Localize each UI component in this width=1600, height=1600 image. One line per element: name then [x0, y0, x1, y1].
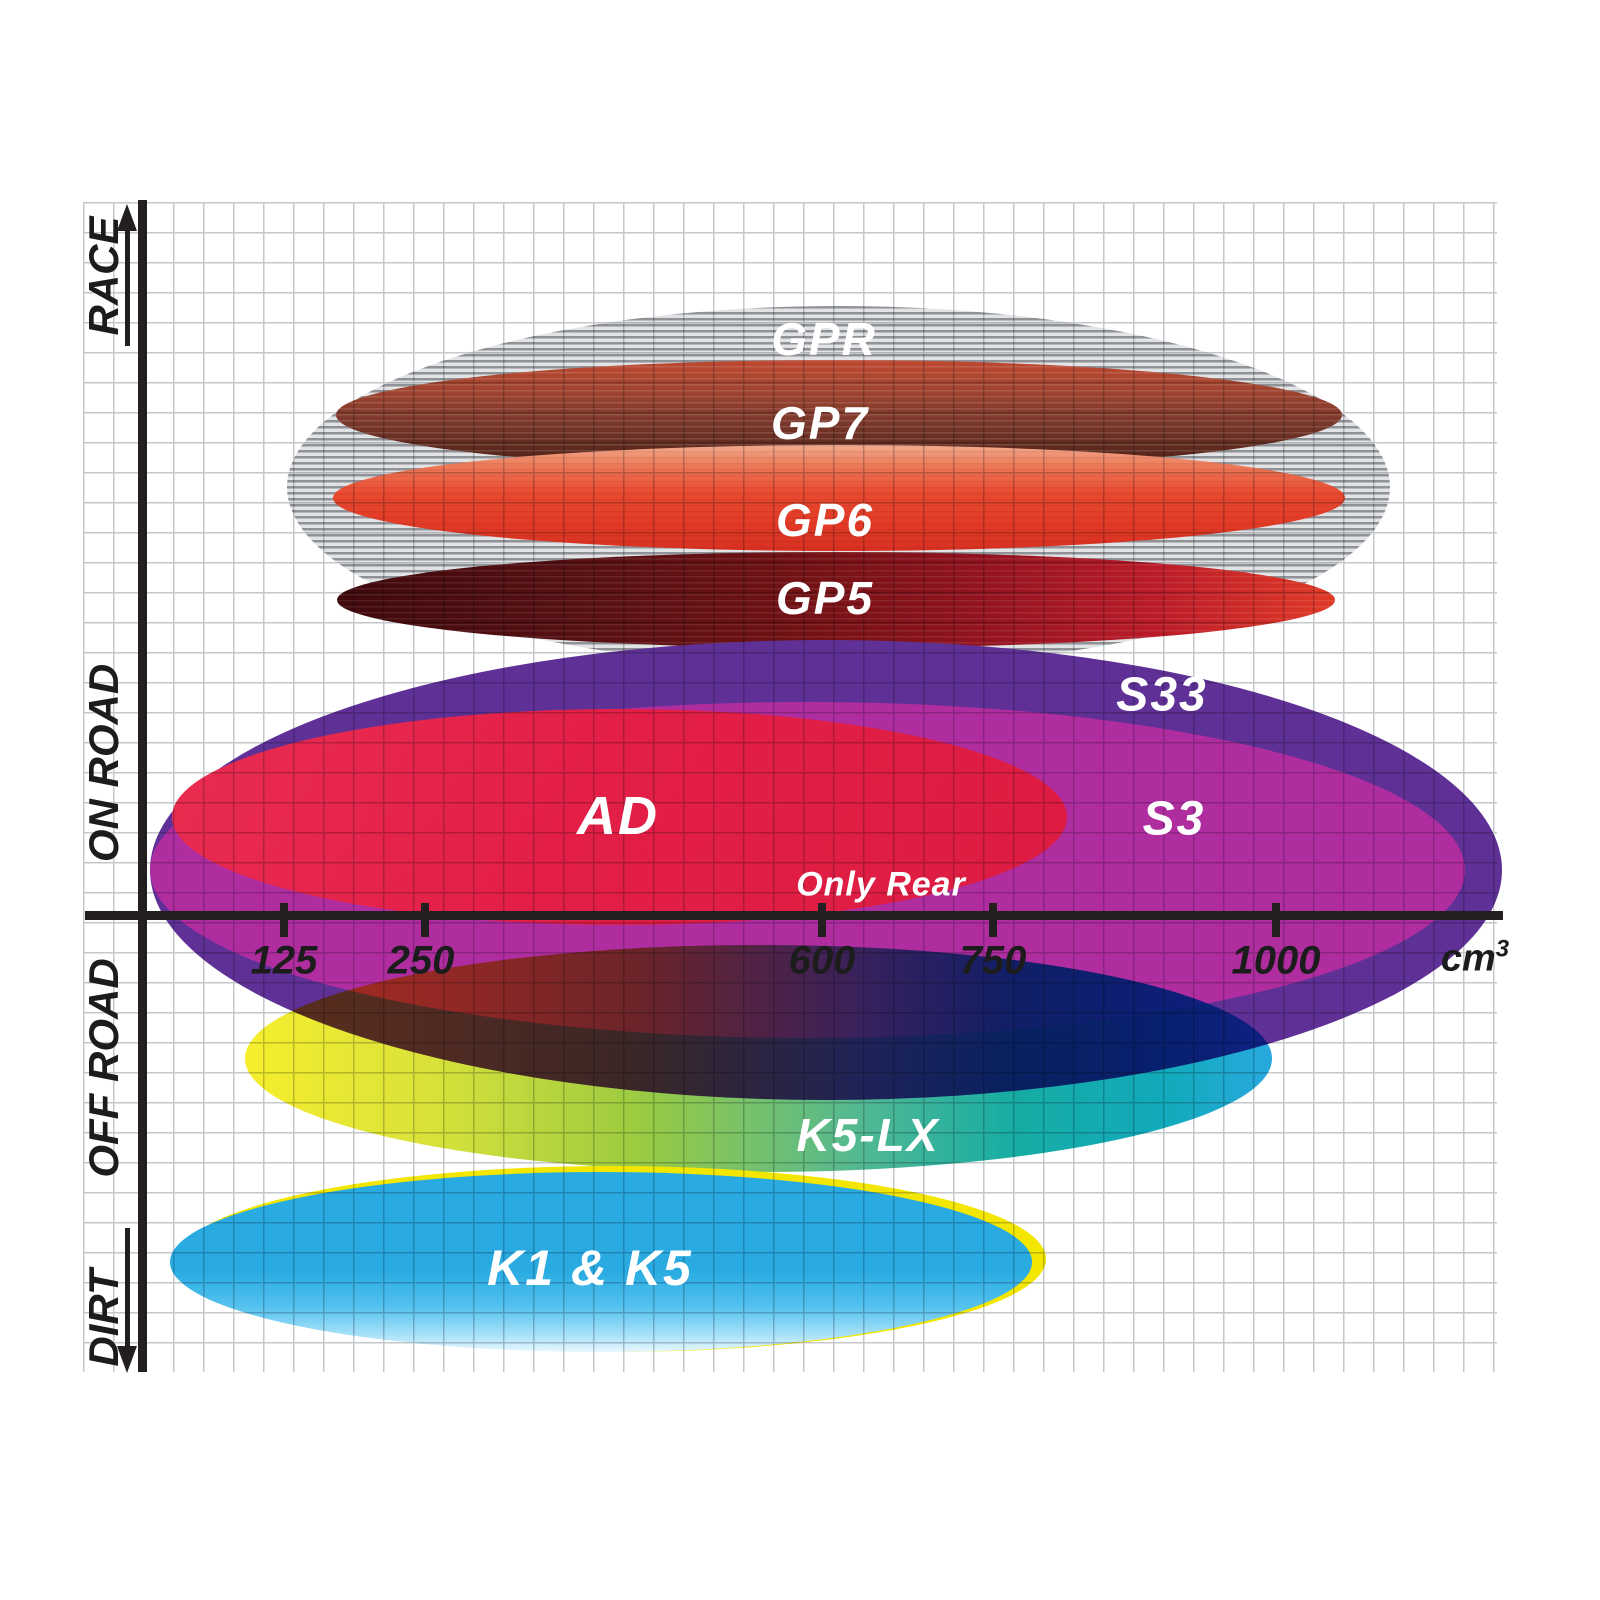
x-tick — [280, 903, 288, 937]
label-gp7: GP7 — [770, 397, 870, 449]
label-gp5: GP5 — [775, 572, 875, 624]
y-label-on-road: ON ROAD — [80, 663, 127, 863]
y-label-race: RACE — [80, 216, 127, 336]
x-tick-label: 600 — [788, 938, 856, 983]
x-axis-unit-exponent: 3 — [1495, 935, 1510, 963]
x-tick-label: 125 — [250, 938, 318, 983]
y-axis-line — [138, 200, 147, 1372]
label-gp6: GP6 — [775, 494, 875, 546]
x-axis-unit-base: cm — [1440, 937, 1496, 980]
x-tick — [989, 903, 997, 937]
x-tick-label: 250 — [387, 938, 455, 983]
x-tick — [421, 903, 429, 937]
x-axis-line — [85, 911, 1503, 920]
dirt-down-arrow-line — [125, 1228, 130, 1348]
label-gpr: GPR — [771, 313, 877, 365]
dirt-down-arrow-icon — [117, 1346, 137, 1373]
label-k1k5: K1 & K5 — [487, 1240, 693, 1296]
race-up-arrow-line — [125, 228, 130, 346]
x-tick-label: 750 — [959, 938, 1027, 983]
race-up-arrow-icon — [117, 204, 137, 231]
x-tick-label: 1000 — [1231, 938, 1321, 983]
label-ad: AD — [577, 786, 659, 846]
label-only-rear: Only Rear — [796, 865, 966, 904]
label-s3: S3 — [1142, 792, 1206, 846]
x-axis-unit: cm3 — [1441, 936, 1509, 981]
x-tick — [1272, 903, 1280, 937]
y-label-off-road: OFF ROAD — [80, 958, 127, 1178]
label-s33: S33 — [1116, 668, 1208, 722]
label-k5lx: K5-LX — [796, 1109, 940, 1161]
x-tick — [818, 903, 826, 937]
